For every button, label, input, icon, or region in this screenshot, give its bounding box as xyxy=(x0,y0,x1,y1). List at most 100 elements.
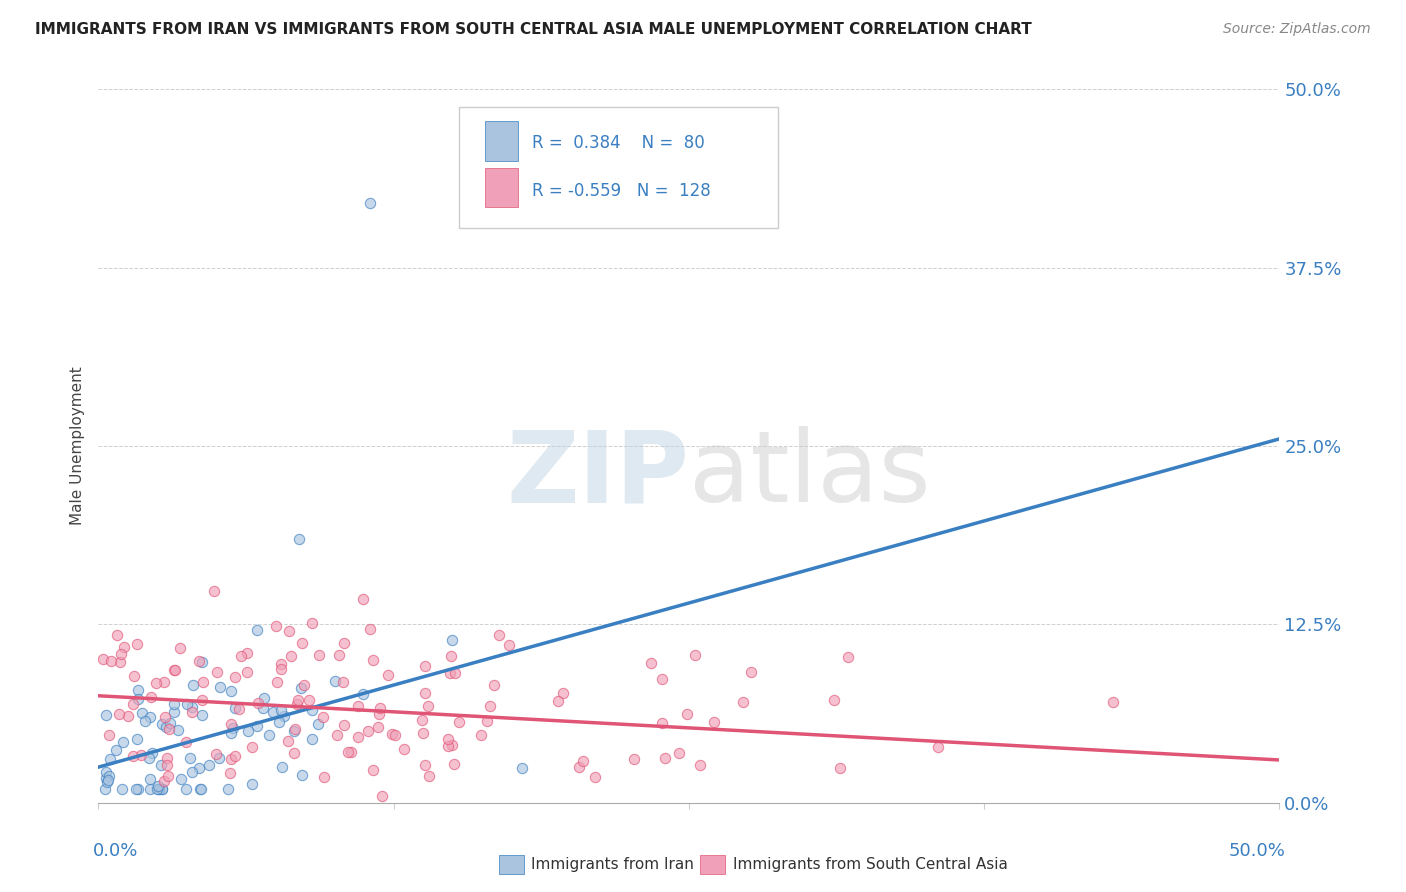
Point xyxy=(150,757,173,772)
Point xyxy=(377,668,399,682)
Point xyxy=(291,636,314,650)
Point xyxy=(361,763,384,777)
Point xyxy=(148,781,170,796)
Point xyxy=(181,700,204,714)
Point xyxy=(240,777,263,791)
Point xyxy=(157,722,180,736)
Point xyxy=(443,756,465,771)
Point xyxy=(339,745,361,759)
Point xyxy=(156,758,179,772)
Point xyxy=(623,752,645,766)
Point xyxy=(252,691,274,706)
Point xyxy=(125,637,148,651)
Point xyxy=(416,698,439,713)
Point xyxy=(392,741,415,756)
Point xyxy=(96,765,118,780)
Point xyxy=(830,761,852,775)
Point xyxy=(413,757,436,772)
Point xyxy=(166,723,188,738)
Text: Immigrants from Iran: Immigrants from Iran xyxy=(531,857,695,871)
Point xyxy=(146,781,169,796)
Text: 50.0%: 50.0% xyxy=(1229,842,1285,860)
Point xyxy=(139,690,162,704)
Point xyxy=(359,196,381,211)
Point xyxy=(202,583,225,598)
Point xyxy=(139,772,162,786)
Point xyxy=(371,789,394,803)
Point xyxy=(267,715,290,730)
Point xyxy=(145,676,167,690)
Point xyxy=(287,698,309,712)
Point xyxy=(163,663,186,677)
Point xyxy=(654,751,676,765)
Point xyxy=(157,768,180,782)
Point xyxy=(219,717,242,731)
Point xyxy=(139,709,162,723)
Point xyxy=(583,770,606,784)
Point xyxy=(368,701,391,715)
Point xyxy=(352,592,374,607)
Point xyxy=(127,683,149,698)
Point xyxy=(328,648,350,663)
Text: R = -0.559   N =  128: R = -0.559 N = 128 xyxy=(531,182,710,200)
Point xyxy=(217,781,239,796)
Point xyxy=(837,649,859,664)
Point xyxy=(301,703,323,717)
Point xyxy=(352,687,374,701)
Point xyxy=(148,781,170,796)
Point xyxy=(368,706,391,721)
Point xyxy=(163,664,186,678)
Point xyxy=(283,746,305,760)
Point xyxy=(651,672,673,686)
Point xyxy=(333,636,356,650)
Point xyxy=(146,779,169,793)
Bar xyxy=(485,168,517,207)
Point xyxy=(277,734,299,748)
Point xyxy=(98,769,121,783)
Point xyxy=(572,754,595,768)
Point xyxy=(307,717,329,731)
Point xyxy=(121,697,143,711)
Point xyxy=(689,757,711,772)
Point xyxy=(270,703,292,717)
Point xyxy=(413,686,436,700)
Point xyxy=(231,648,253,663)
Point xyxy=(298,692,321,706)
Point xyxy=(288,532,311,546)
Point xyxy=(176,697,198,711)
Point xyxy=(498,638,520,652)
Point xyxy=(440,632,463,647)
Text: ZIP: ZIP xyxy=(506,426,689,523)
Point xyxy=(91,652,114,666)
Point xyxy=(236,646,259,660)
Point xyxy=(169,641,191,656)
Bar xyxy=(485,121,517,161)
Point xyxy=(312,770,335,784)
Point xyxy=(181,705,204,719)
Point xyxy=(129,748,152,763)
Point xyxy=(301,732,323,747)
Point xyxy=(150,717,173,731)
Point xyxy=(179,750,201,764)
Point xyxy=(252,701,274,715)
Point xyxy=(482,678,505,692)
Point xyxy=(125,732,148,747)
Point xyxy=(110,647,132,661)
Point xyxy=(440,649,463,664)
Point xyxy=(153,674,176,689)
Point xyxy=(191,708,214,723)
Point xyxy=(224,749,246,764)
Point xyxy=(512,760,534,774)
Point xyxy=(96,775,118,789)
Point xyxy=(357,723,380,738)
Point xyxy=(332,674,354,689)
Point xyxy=(731,695,754,709)
Point xyxy=(443,666,465,681)
Point xyxy=(439,666,461,681)
Point xyxy=(219,766,242,780)
Point xyxy=(259,729,281,743)
Point xyxy=(174,735,197,749)
Text: 0.0%: 0.0% xyxy=(93,842,138,860)
Point xyxy=(411,713,433,727)
Point xyxy=(153,774,176,789)
